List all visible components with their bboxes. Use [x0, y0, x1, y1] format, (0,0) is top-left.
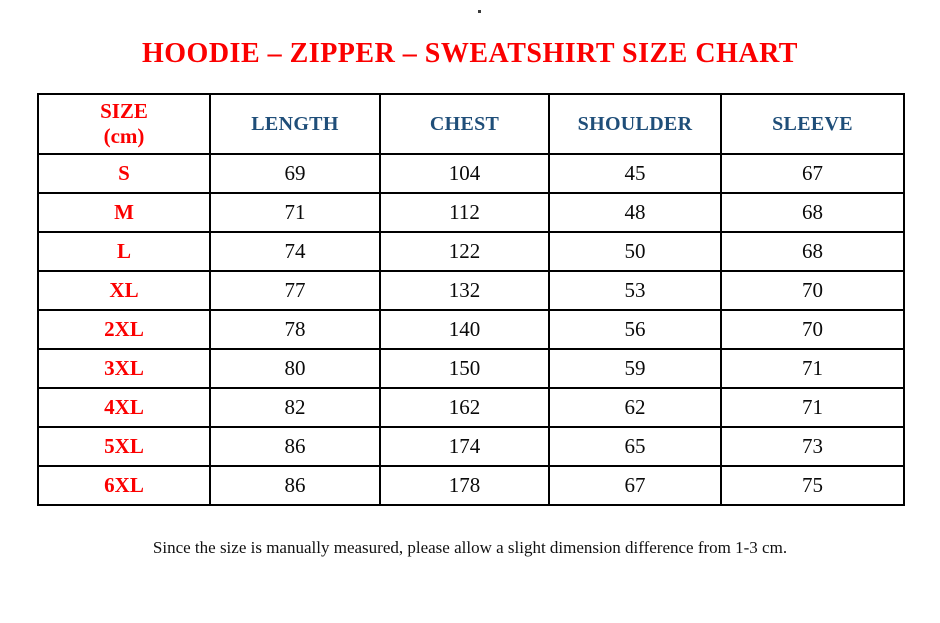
measurement-value-cell: 162 [379, 387, 550, 428]
size-label-cell: 6XL [37, 465, 211, 506]
measurement-value-cell: 86 [209, 465, 381, 506]
measurement-value-cell: 68 [720, 231, 905, 272]
stray-dot-mark [478, 10, 481, 13]
measurement-value-cell: 73 [720, 426, 905, 467]
size-header-line1: SIZE [100, 98, 148, 123]
table-row: L 74 122 50 68 [37, 231, 905, 272]
table-row: S 69 104 45 67 [37, 153, 905, 194]
shoulder-column-header: SHOULDER [548, 93, 722, 155]
size-label-cell: 2XL [37, 309, 211, 350]
measurement-value-cell: 67 [720, 153, 905, 194]
measurement-value-cell: 68 [720, 192, 905, 233]
measurement-value-cell: 122 [379, 231, 550, 272]
table-row: M 71 112 48 68 [37, 192, 905, 233]
measurement-value-cell: 80 [209, 348, 381, 389]
measurement-value-cell: 59 [548, 348, 722, 389]
measurement-value-cell: 77 [209, 270, 381, 311]
measurement-value-cell: 112 [379, 192, 550, 233]
measurement-value-cell: 78 [209, 309, 381, 350]
size-label-cell: M [37, 192, 211, 233]
measurement-value-cell: 71 [720, 348, 905, 389]
table-row: 5XL 86 174 65 73 [37, 426, 905, 467]
measurement-value-cell: 174 [379, 426, 550, 467]
measurement-value-cell: 71 [209, 192, 381, 233]
measurement-disclaimer: Since the size is manually measured, ple… [152, 538, 788, 557]
table-row: 4XL 82 162 62 71 [37, 387, 905, 428]
measurement-value-cell: 70 [720, 270, 905, 311]
table-row: 6XL 86 178 67 75 [37, 465, 905, 506]
measurement-value-cell: 132 [379, 270, 550, 311]
measurement-value-cell: 178 [379, 465, 550, 506]
length-column-header: LENGTH [209, 93, 381, 155]
measurement-value-cell: 104 [379, 153, 550, 194]
size-label-cell: XL [37, 270, 211, 311]
size-header-line2: (cm) [103, 124, 145, 148]
measurement-value-cell: 69 [209, 153, 381, 194]
measurement-value-cell: 140 [379, 309, 550, 350]
measurement-value-cell: 48 [548, 192, 722, 233]
size-label-cell: 4XL [37, 387, 211, 428]
size-chart-body: S 69 104 45 67 M 71 112 48 68 L 74 122 50 68 XL 77 132 53 7… [37, 153, 905, 506]
table-row: XL 77 132 53 70 [37, 270, 905, 311]
size-label-cell: S [37, 153, 211, 194]
page-title: HOODIE – ZIPPER – SWEATSHIRT SIZE CHART [142, 38, 798, 69]
measurement-value-cell: 50 [548, 231, 722, 272]
measurement-value-cell: 70 [720, 309, 905, 350]
measurement-value-cell: 150 [379, 348, 550, 389]
measurement-value-cell: 71 [720, 387, 905, 428]
table-row: 2XL 78 140 56 70 [37, 309, 905, 350]
measurement-value-cell: 53 [548, 270, 722, 311]
measurement-value-cell: 62 [548, 387, 722, 428]
size-label-cell: 3XL [37, 348, 211, 389]
size-label-cell: L [37, 231, 211, 272]
size-label-cell: 5XL [37, 426, 211, 467]
size-chart-table: SIZE (cm) LENGTH CHEST SHOULDER SLEEVE S… [37, 93, 905, 506]
measurement-value-cell: 75 [720, 465, 905, 506]
sleeve-column-header: SLEEVE [720, 93, 905, 155]
chest-column-header: CHEST [379, 93, 550, 155]
measurement-value-cell: 67 [548, 465, 722, 506]
measurement-value-cell: 74 [209, 231, 381, 272]
size-chart-header-row: SIZE (cm) LENGTH CHEST SHOULDER SLEEVE [37, 93, 905, 155]
measurement-value-cell: 65 [548, 426, 722, 467]
measurement-value-cell: 86 [209, 426, 381, 467]
size-cm-header: SIZE (cm) [37, 93, 211, 155]
measurement-value-cell: 82 [209, 387, 381, 428]
measurement-value-cell: 56 [548, 309, 722, 350]
table-row: 3XL 80 150 59 71 [37, 348, 905, 389]
measurement-value-cell: 45 [548, 153, 722, 194]
